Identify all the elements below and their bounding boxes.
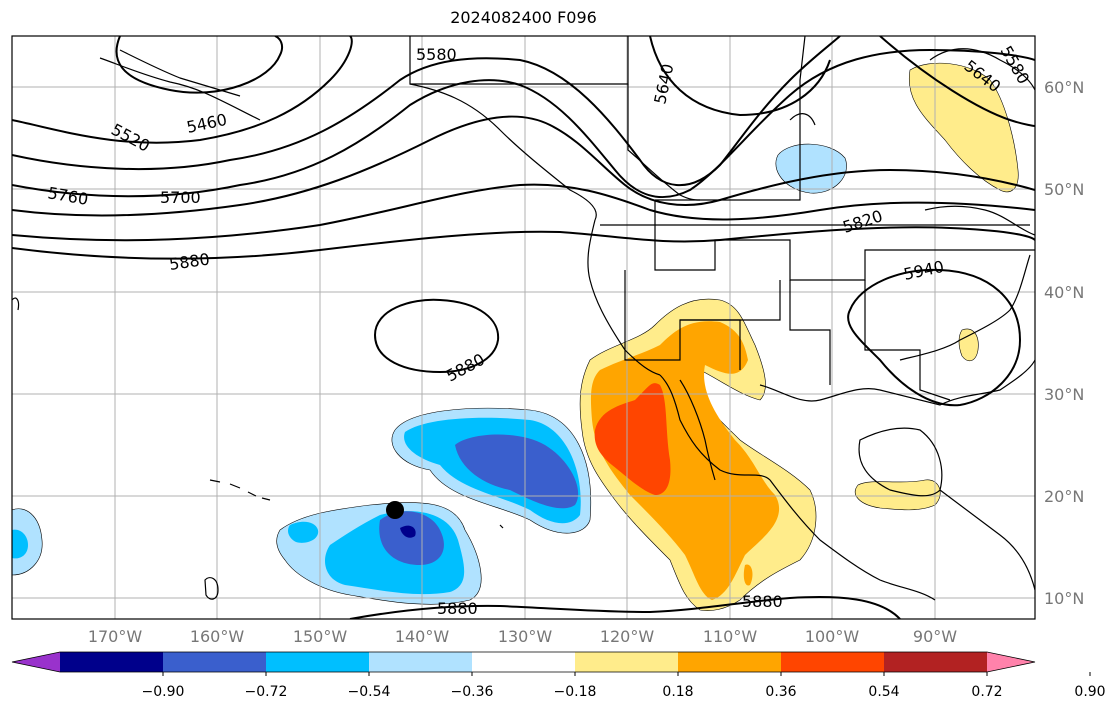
lon-label: 100°W xyxy=(805,627,860,646)
colorbar-tick-label: −0.72 xyxy=(245,684,288,700)
lat-label: 50°N xyxy=(1044,180,1084,199)
colorbar-segment xyxy=(266,652,370,672)
latitude-labels: 60°N 50°N 40°N 30°N 20°N 10°N xyxy=(1044,78,1084,608)
colorbar-extend-low xyxy=(12,652,60,672)
colorbar-segment xyxy=(884,652,988,672)
lat-label: 40°N xyxy=(1044,283,1084,302)
lon-label: 90°W xyxy=(913,627,957,646)
lon-label: 120°W xyxy=(600,627,655,646)
contour-label-5580: 5580 xyxy=(416,45,457,64)
lat-label: 10°N xyxy=(1044,589,1084,608)
contour-label-5820: 5820 xyxy=(840,206,885,237)
colorbar-segment xyxy=(678,652,782,672)
lon-label: 150°W xyxy=(293,627,348,646)
colorbar-tick-label: 0.36 xyxy=(765,684,796,700)
contour-label-5940: 5940 xyxy=(902,257,946,284)
graticule xyxy=(12,36,1035,619)
contour-label-5880-southeast: 5880 xyxy=(742,592,783,611)
longitude-labels: 170°W 160°W 150°W 140°W 130°W 120°W 110°… xyxy=(88,627,957,646)
contour-label-5700: 5700 xyxy=(160,188,201,207)
height-contours xyxy=(12,36,1035,619)
colorbar-tick-labels: −0.90 −0.72 −0.54 −0.36 −0.18 0.18 0.36 0.54 0.7… xyxy=(142,672,1105,700)
lon-label: 110°W xyxy=(703,627,758,646)
colorbar-tick-label: −0.36 xyxy=(451,684,494,700)
anomaly-fill-layer xyxy=(12,62,1019,611)
contour-label-5760: 5760 xyxy=(46,183,89,209)
contour-label-5460: 5460 xyxy=(185,110,229,137)
contour-label-5880-west: 5880 xyxy=(168,249,211,273)
colorbar-tick-label: 0.54 xyxy=(868,684,899,700)
colorbar-segment xyxy=(369,652,473,672)
contour-label-5880-south: 5880 xyxy=(437,599,478,618)
storm-position-marker xyxy=(386,501,404,519)
colorbar-tick-label: −0.18 xyxy=(554,684,597,700)
colorbar-tick-label: −0.54 xyxy=(348,684,391,700)
contour-label-5640: 5640 xyxy=(650,62,677,106)
lon-label: 170°W xyxy=(88,627,143,646)
contour-label-5880-center: 5880 xyxy=(443,350,488,386)
colorbar-tick-label: −0.90 xyxy=(142,684,185,700)
map-title: 2024082400 F096 xyxy=(450,8,597,27)
lon-label: 130°W xyxy=(498,627,553,646)
colorbar-segment xyxy=(163,652,267,672)
colorbar-segment xyxy=(472,652,576,672)
colorbar-tick-label: 0.90 xyxy=(1074,684,1105,700)
colorbar-extend-high xyxy=(987,652,1035,672)
lon-label: 160°W xyxy=(190,627,245,646)
colorbar-segment xyxy=(781,652,885,672)
lat-label: 30°N xyxy=(1044,385,1084,404)
map-frame xyxy=(11,35,1036,620)
lat-label: 20°N xyxy=(1044,487,1084,506)
colorbar-segment xyxy=(60,652,164,672)
colorbar-tick-label: 0.72 xyxy=(971,684,1002,700)
lon-label: 140°W xyxy=(395,627,450,646)
lat-label: 60°N xyxy=(1044,78,1084,97)
colorbar-segment xyxy=(575,652,679,672)
contour-labels: 5580 5640 5460 5520 5760 5700 5820 5880 … xyxy=(46,43,1033,619)
colorbar-tick-label: 0.18 xyxy=(662,684,693,700)
colorbar xyxy=(11,651,1036,673)
colorbar-outline xyxy=(11,651,1036,673)
